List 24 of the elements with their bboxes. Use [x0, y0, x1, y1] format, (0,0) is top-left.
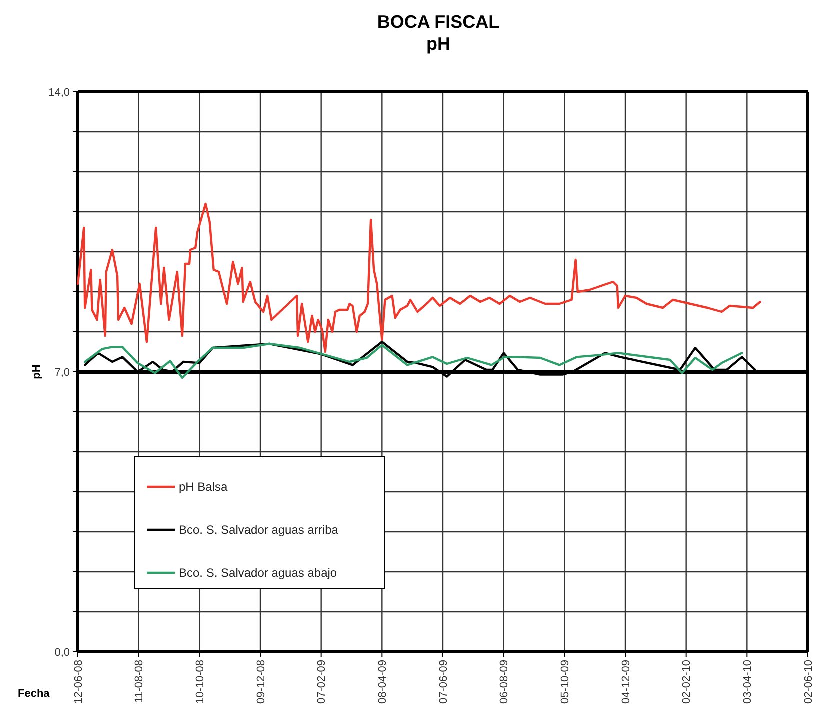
x-tick-label: 10-10-08 — [194, 660, 207, 704]
x-tick-label: 12-06-08 — [72, 660, 85, 704]
legend-label: pH Balsa — [179, 480, 228, 494]
x-tick-label: 09-12-08 — [255, 660, 268, 704]
y-tick-label: 7,0 — [54, 366, 70, 379]
y-tick-label: 0,0 — [54, 646, 70, 659]
y-tick-label: 14,0 — [48, 86, 70, 99]
x-tick-label: 08-04-09 — [377, 660, 390, 704]
x-tick-label: 05-10-09 — [560, 660, 572, 704]
chart-subtitle: pH — [426, 34, 450, 54]
x-tick-label: 07-06-09 — [438, 660, 450, 704]
x-tick-label: 02-02-10 — [681, 660, 694, 704]
y-axis-title: pH — [31, 364, 43, 380]
line-series — [76, 202, 762, 354]
legend-label: Bco. S. Salvador aguas abajo — [179, 566, 338, 580]
chart-title: BOCA FISCAL — [377, 12, 500, 32]
x-tick-label: 04-12-09 — [620, 660, 632, 704]
x-tick-label: 07-02-09 — [316, 660, 328, 704]
legend-label: Bco. S. Salvador aguas arriba — [179, 523, 339, 538]
x-axis-title: Fecha — [18, 688, 51, 700]
x-tick-label: 03-04-10 — [742, 660, 754, 704]
x-tick-label: 06-08-09 — [498, 660, 511, 704]
x-tick-label: 02-06-10 — [802, 660, 815, 704]
x-tick-label: 11-08-08 — [134, 660, 146, 704]
